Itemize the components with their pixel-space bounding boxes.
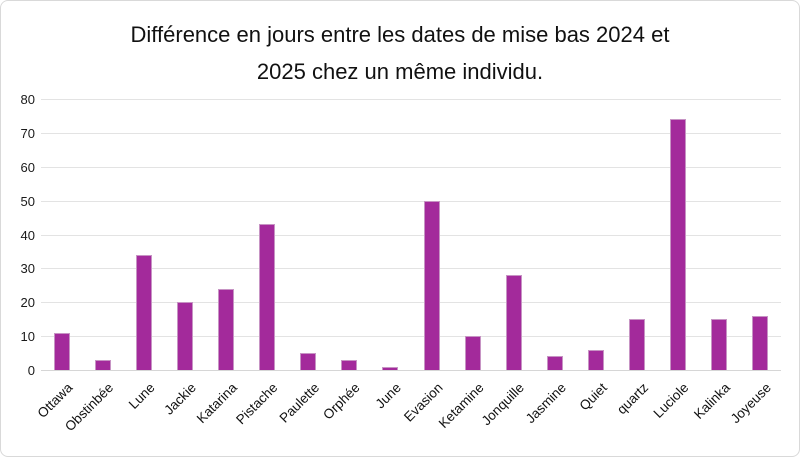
gridline — [41, 370, 781, 371]
x-axis-label: Quiet — [576, 380, 610, 414]
bar-luciole[interactable] — [670, 119, 687, 370]
x-axis-label: Jackie — [160, 380, 199, 418]
y-axis-tick-label: 40 — [20, 227, 35, 243]
bar-quartz[interactable] — [629, 319, 646, 370]
y-axis-tick-label: 70 — [20, 125, 35, 141]
bar-ottawa[interactable] — [53, 332, 70, 370]
y-axis-tick-label: 60 — [20, 159, 35, 175]
bar-quiet[interactable] — [588, 349, 604, 370]
x-axis-label: Katarina — [193, 380, 240, 427]
bar-jonquille[interactable] — [505, 275, 522, 370]
x-axis-label: quartz — [613, 380, 651, 418]
gridline — [41, 234, 781, 236]
x-axis-label: Kalinka — [691, 380, 733, 422]
x-axis-label: Paulette — [276, 380, 322, 426]
bar-pistache[interactable] — [259, 224, 276, 370]
x-axis-label: Jonquille — [479, 380, 528, 429]
bar-obstinbée[interactable] — [94, 359, 111, 370]
chart-title-line-2: 2025 chez un même individu. — [256, 59, 544, 84]
bar-kalinka[interactable] — [711, 319, 728, 370]
bar-orphée[interactable] — [341, 359, 358, 370]
x-axis-label: Jasmine — [522, 380, 569, 427]
gridline — [41, 336, 781, 338]
bar-joyeuse[interactable] — [752, 315, 769, 370]
gridline — [41, 99, 781, 100]
bar-jasmine[interactable] — [546, 356, 563, 370]
bar-lune[interactable] — [135, 254, 152, 370]
gridline — [41, 132, 781, 134]
y-axis-tick-label: 50 — [20, 193, 35, 209]
bar-jackie[interactable] — [176, 302, 193, 370]
gridline — [41, 200, 781, 202]
x-axis-label: Luciole — [650, 380, 692, 421]
gridline — [41, 166, 781, 168]
x-axis-label: Orphée — [320, 380, 363, 423]
bar-paulette[interactable] — [300, 353, 317, 370]
bar-june[interactable] — [382, 366, 399, 370]
x-axis-label: Pistache — [233, 380, 281, 428]
bar-ketamine[interactable] — [464, 336, 481, 370]
chart-title: Différence en jours entre les dates de m… — [1, 16, 799, 90]
y-axis-tick-label: 10 — [20, 329, 35, 345]
chart-title-line-1: Différence en jours entre les dates de m… — [130, 22, 670, 47]
x-axis-label: Joyeuse — [727, 380, 775, 427]
gridline — [41, 302, 781, 304]
bar-katarina[interactable] — [218, 288, 234, 370]
bar-evasion[interactable] — [423, 200, 440, 370]
y-axis-tick-label: 30 — [20, 261, 35, 277]
x-axis-label: June — [372, 380, 405, 412]
y-axis-tick-label: 20 — [20, 295, 35, 311]
y-axis-tick-label: 80 — [20, 92, 35, 107]
y-axis-tick-label: 0 — [27, 363, 35, 378]
x-axis-label: Lune — [125, 380, 158, 412]
gridline — [41, 268, 781, 270]
